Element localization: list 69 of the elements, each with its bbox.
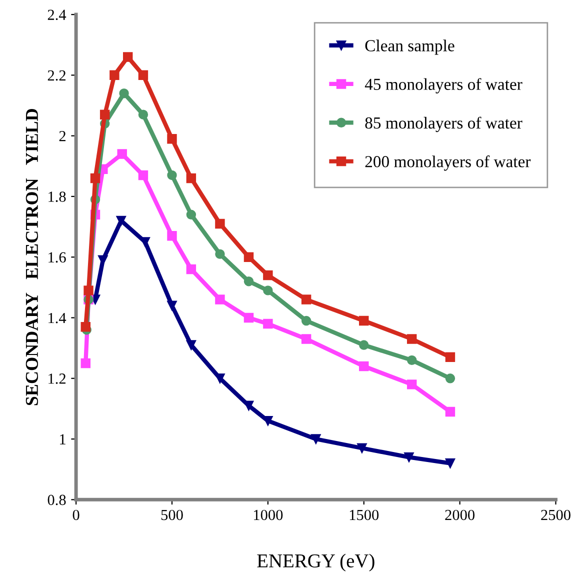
point	[110, 70, 120, 80]
point	[215, 294, 225, 304]
point	[359, 340, 369, 350]
point	[359, 316, 369, 326]
y-tick-label: 1.6	[48, 252, 66, 263]
y-tick-label: 1.4	[48, 312, 66, 324]
point	[359, 361, 369, 372]
point	[357, 443, 367, 453]
point	[263, 286, 273, 296]
point	[406, 334, 417, 344]
x-axis-title: ENERGY (eV)	[257, 554, 374, 572]
point	[301, 316, 312, 326]
point	[167, 134, 177, 144]
point	[186, 340, 196, 350]
point	[445, 406, 456, 417]
point	[100, 110, 110, 120]
y-tick-label: 1.8	[48, 192, 66, 202]
point	[186, 210, 196, 220]
point	[445, 374, 456, 384]
point	[215, 374, 225, 384]
point	[244, 276, 254, 286]
y-tick-label: 0.8	[48, 494, 66, 506]
point	[404, 452, 414, 462]
point	[167, 170, 177, 180]
point	[263, 270, 273, 280]
point	[445, 352, 456, 362]
point	[98, 255, 108, 265]
point	[301, 294, 312, 304]
point	[167, 300, 177, 310]
legend-label: 45 monolayers of water	[364, 78, 522, 94]
x-tick-label: 2500	[541, 510, 570, 520]
x-tick-label: 1000	[254, 510, 283, 520]
point	[186, 264, 196, 274]
point	[116, 216, 126, 226]
y-tick-label: 2	[59, 130, 66, 142]
y-axis-title: SECONDARY ELECTRON YIELD	[26, 108, 38, 406]
y-tick-label: 2.4	[48, 10, 66, 20]
legend-label: Clean sample	[365, 40, 454, 55]
point	[122, 52, 133, 62]
point	[215, 249, 225, 259]
y-tick-label: 2.2	[48, 70, 66, 81]
point	[406, 355, 417, 366]
point	[406, 380, 417, 390]
x-tick-label: 2000	[445, 510, 475, 520]
point	[263, 318, 273, 329]
point	[138, 110, 148, 120]
point	[301, 334, 312, 344]
point	[311, 434, 321, 444]
y-tick-label: 1.2	[48, 374, 66, 384]
point	[80, 322, 91, 332]
point	[119, 88, 129, 98]
point	[138, 70, 148, 80]
x-tick-label: 0	[72, 510, 80, 520]
point	[80, 358, 91, 368]
point	[215, 218, 225, 229]
point	[186, 173, 196, 184]
y-tick-label: 1	[60, 434, 66, 444]
point	[167, 231, 177, 241]
point	[90, 173, 100, 184]
legend-label: 200 monolayers of water	[365, 155, 531, 171]
point	[138, 170, 148, 180]
point	[445, 458, 456, 468]
x-tick-label: 1500	[350, 510, 379, 520]
point	[244, 312, 254, 323]
x-tick-label: 500	[161, 510, 183, 520]
legend-label: 85 monolayers of water	[365, 116, 522, 132]
point	[244, 252, 254, 262]
point	[117, 149, 127, 159]
point	[84, 286, 94, 296]
